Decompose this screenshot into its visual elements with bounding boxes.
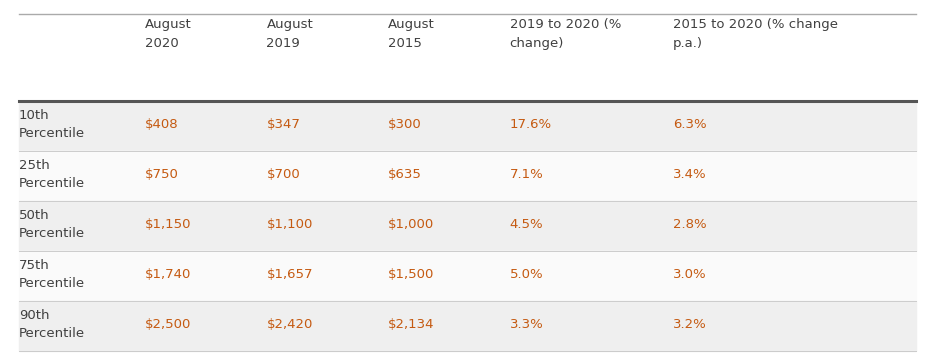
Bar [19, 101, 916, 151]
Text: $300: $300 [388, 118, 422, 131]
Text: $2,500: $2,500 [145, 318, 192, 331]
Text: $408: $408 [145, 118, 179, 131]
Text: 2015 to 2020 (% change
p.a.): 2015 to 2020 (% change p.a.) [673, 18, 838, 50]
Text: 3.0%: 3.0% [673, 268, 707, 281]
Text: $700: $700 [266, 168, 300, 181]
Text: 3.4%: 3.4% [673, 168, 707, 181]
Text: $1,740: $1,740 [145, 268, 192, 281]
Bar [19, 301, 916, 351]
Text: $347: $347 [266, 118, 300, 131]
Text: $1,100: $1,100 [266, 218, 313, 231]
Text: $1,500: $1,500 [388, 268, 435, 281]
Bar [19, 251, 916, 301]
Text: 2.8%: 2.8% [673, 218, 707, 231]
Text: August
2019: August 2019 [266, 18, 313, 50]
Bar [19, 151, 916, 201]
Text: 7.1%: 7.1% [510, 168, 543, 181]
Text: $635: $635 [388, 168, 422, 181]
Text: 3.3%: 3.3% [510, 318, 543, 331]
Text: August
2015: August 2015 [388, 18, 435, 50]
Text: 6.3%: 6.3% [673, 118, 707, 131]
Text: August
2020: August 2020 [145, 18, 192, 50]
Text: 4.5%: 4.5% [510, 218, 543, 231]
Text: $750: $750 [145, 168, 179, 181]
Text: $2,420: $2,420 [266, 318, 313, 331]
Text: 3.2%: 3.2% [673, 318, 707, 331]
Text: 2019 to 2020 (%
change): 2019 to 2020 (% change) [510, 18, 621, 50]
Text: $2,134: $2,134 [388, 318, 435, 331]
Text: 25th
Percentile: 25th Percentile [19, 159, 85, 190]
Text: $1,657: $1,657 [266, 268, 313, 281]
Text: $1,000: $1,000 [388, 218, 434, 231]
Text: 75th
Percentile: 75th Percentile [19, 259, 85, 290]
Text: 50th
Percentile: 50th Percentile [19, 209, 85, 240]
Text: 90th
Percentile: 90th Percentile [19, 309, 85, 340]
Text: $1,150: $1,150 [145, 218, 192, 231]
Text: 5.0%: 5.0% [510, 268, 543, 281]
Text: 17.6%: 17.6% [510, 118, 552, 131]
Bar [19, 201, 916, 251]
Text: 10th
Percentile: 10th Percentile [19, 109, 85, 140]
